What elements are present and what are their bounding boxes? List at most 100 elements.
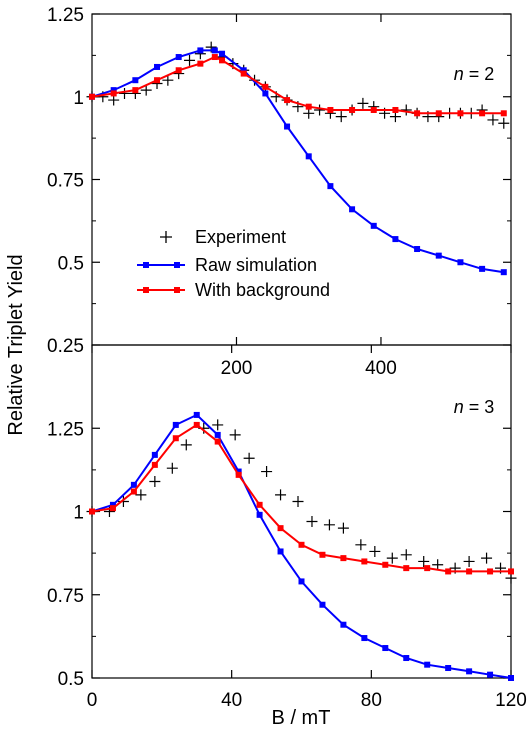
legend-marker-background-right <box>174 287 180 293</box>
experiment-point <box>323 519 335 531</box>
experiment-point <box>400 104 412 116</box>
series-marker-raw-simulation <box>256 511 263 518</box>
legend-label-raw-simulation: Raw simulation <box>195 255 317 275</box>
series-marker-with-background <box>508 568 514 575</box>
experiment-point <box>355 539 367 551</box>
series-marker-raw-simulation <box>175 54 182 61</box>
y-tick-label-top: 0.25 <box>47 336 84 357</box>
series-marker-with-background <box>193 421 200 428</box>
y-axis-label: Relative Triplet Yield <box>5 254 27 435</box>
series-marker-raw-simulation <box>340 621 347 628</box>
x-axis-label: B / mT <box>272 707 331 729</box>
panel-bottom: 0.5 0.75 1 1.25 0 40 80 120 n = 3 <box>47 344 527 711</box>
series-marker-raw-simulation <box>466 668 473 675</box>
series-raw-simulation-top <box>89 47 507 276</box>
legend-plus-marker <box>160 231 172 243</box>
experiment-point <box>184 54 196 66</box>
series-marker-with-background <box>110 90 117 97</box>
series-marker-raw-simulation <box>414 246 421 253</box>
series-marker-raw-simulation <box>319 601 326 608</box>
series-marker-with-background <box>89 508 95 515</box>
legend-entry-raw-simulation: Raw simulation <box>137 255 317 275</box>
panel-label-bottom: n = 3 <box>454 397 495 417</box>
series-marker-raw-simulation <box>349 206 356 213</box>
series-marker-with-background <box>298 541 305 548</box>
series-marker-with-background <box>382 561 389 568</box>
series-marker-raw-simulation <box>109 501 116 508</box>
series-marker-with-background <box>109 505 116 512</box>
y-tick-label-bottom: 1.25 <box>47 419 84 440</box>
experiment-point <box>386 552 398 564</box>
series-marker-with-background <box>154 77 161 84</box>
experiment-point <box>261 466 273 478</box>
series-marker-raw-simulation <box>197 47 204 54</box>
series-marker-raw-simulation <box>284 123 291 130</box>
x-tick-label-top: 400 <box>365 358 397 379</box>
series-marker-raw-simulation <box>219 50 226 57</box>
series-marker-raw-simulation <box>193 411 200 418</box>
series-marker-raw-simulation <box>172 421 179 428</box>
series-marker-with-background <box>172 435 179 442</box>
series-marker-with-background <box>197 60 204 67</box>
experiment-point <box>135 489 147 501</box>
y-tick-label-top: 1 <box>73 88 84 109</box>
series-marker-with-background <box>340 555 347 562</box>
experiment-point <box>463 555 475 567</box>
series-marker-with-background <box>361 558 368 565</box>
experiment-point <box>432 559 444 571</box>
series-with-background-bottom <box>89 421 514 575</box>
series-marker-with-background <box>445 568 452 575</box>
legend-marker-raw-right <box>174 262 180 268</box>
series-marker-with-background <box>457 110 464 117</box>
series-marker-raw-simulation <box>392 236 399 243</box>
experiment-point <box>119 87 131 99</box>
y-tick-label-bottom: 0.75 <box>47 586 84 607</box>
series-marker-raw-simulation <box>361 635 368 642</box>
series-marker-with-background <box>487 568 494 575</box>
series-marker-with-background <box>277 525 284 532</box>
series-marker-raw-simulation <box>277 548 284 555</box>
series-marker-raw-simulation <box>479 265 486 272</box>
series-marker-raw-simulation <box>130 481 137 488</box>
experiment-point <box>162 74 174 86</box>
legend-marker-background-left <box>143 287 149 293</box>
y-tick-label-top: 0.75 <box>47 171 84 192</box>
y-tick-label-top: 0.5 <box>58 253 84 274</box>
experiment-point <box>229 429 241 441</box>
series-marker-with-background <box>262 83 269 90</box>
y-tick-label-bottom: 1 <box>73 503 84 524</box>
series-marker-raw-simulation <box>132 77 139 84</box>
series-marker-with-background <box>175 67 182 74</box>
series-marker-with-background <box>211 54 218 61</box>
series-marker-with-background <box>151 461 158 468</box>
series-marker-raw-simulation <box>240 67 247 74</box>
experiment-point <box>180 439 192 451</box>
experiment-point <box>243 452 255 464</box>
series-marker-with-background <box>479 110 486 117</box>
series-marker-raw-simulation <box>457 259 464 266</box>
series-marker-raw-simulation <box>487 671 494 678</box>
series-marker-with-background <box>130 488 137 495</box>
x-tick-label-bottom: 0 <box>87 690 98 711</box>
series-marker-with-background <box>319 551 326 558</box>
series-marker-raw-simulation <box>211 47 218 54</box>
series-marker-with-background <box>89 93 95 100</box>
series-marker-with-background <box>466 568 473 575</box>
series-with-background-top <box>89 54 507 117</box>
series-marker-with-background <box>349 106 356 113</box>
experiment-point <box>337 522 349 534</box>
series-marker-raw-simulation <box>262 90 269 97</box>
series-marker-raw-simulation <box>298 578 305 585</box>
experiment-point <box>481 552 493 564</box>
experiment-point <box>357 97 369 109</box>
panel-top: 0.25 0.5 0.75 1 1.25 200 400 n = 2 <box>47 5 512 379</box>
experiment-point <box>166 462 178 474</box>
x-tick-label-top: 200 <box>221 358 253 379</box>
experiment-point <box>418 555 430 567</box>
series-marker-with-background <box>414 110 421 117</box>
series-marker-with-background <box>500 110 507 117</box>
series-marker-raw-simulation <box>151 451 158 458</box>
